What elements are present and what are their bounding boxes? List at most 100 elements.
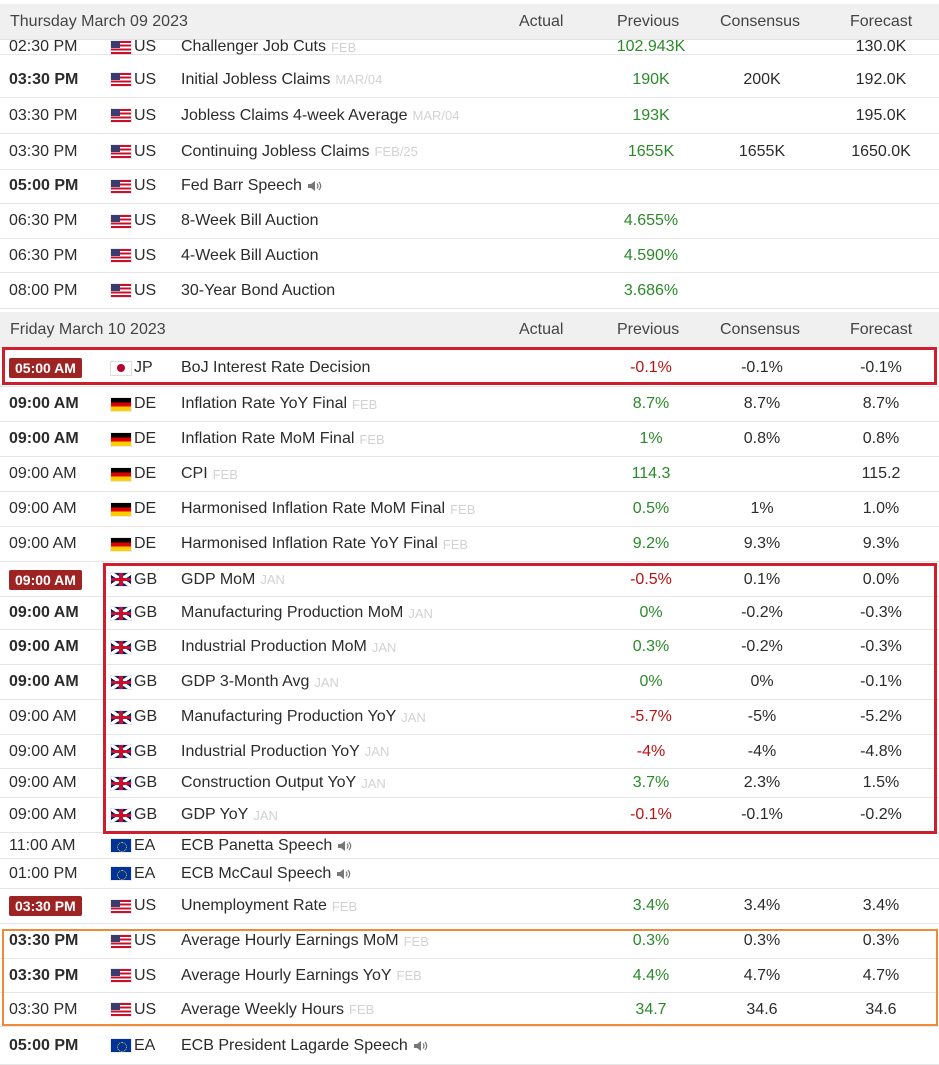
consensus-value: 0.3% — [743, 932, 781, 949]
event-row[interactable]: 09:00 AM DE Harmonised Inflation Rate MoM … — [0, 492, 939, 527]
flag-cell — [111, 350, 131, 386]
event-time-cell: 09:00 AM — [9, 597, 105, 629]
event-row[interactable]: 03:30 PM US Continuing Jobless Claims FEB/2… — [0, 134, 939, 170]
event-name-link[interactable]: Continuing Jobless Claims — [181, 142, 370, 160]
event-row[interactable]: 09:00 AM GB Manufacturing Production YoY JA… — [0, 700, 939, 735]
event-row[interactable]: 03:30 PM US Initial Jobless Claims MAR/04 19… — [0, 62, 939, 98]
event-name-link[interactable]: 8-Week Bill Auction — [181, 212, 319, 229]
event-row[interactable]: 08:00 PM US 30-Year Bond Auction 3.686% — [0, 273, 939, 309]
reference-period: JAN — [314, 674, 339, 690]
event-row[interactable]: 09:00 AM GB GDP YoY JAN -0.1% -0.1% -0.2% — [0, 798, 939, 833]
time-badge: 03:30 PM — [9, 896, 82, 916]
column-header-forecast[interactable]: Forecast — [850, 321, 913, 338]
flag-cell — [111, 700, 131, 734]
event-row[interactable]: 02:30 PM US Challenger Job Cuts FEB 102.943K… — [0, 38, 939, 55]
event-name-link[interactable]: Industrial Production MoM — [181, 638, 367, 655]
event-time-cell: 03:30 PM — [9, 98, 105, 133]
event-name-link[interactable]: Initial Jobless Claims — [181, 70, 331, 88]
previous-value: -5.7% — [630, 708, 672, 725]
column-header-consensus[interactable]: Consensus — [720, 321, 801, 338]
flag-ea-icon — [111, 867, 131, 880]
day-date: Friday March 10 2023 — [10, 321, 166, 338]
event-row[interactable]: 03:30 PM US Average Weekly Hours FEB 34.7 34.… — [0, 993, 939, 1027]
event-row[interactable]: 06:30 PM US 8-Week Bill Auction 4.655% — [0, 204, 939, 239]
previous-value: 102.943K — [616, 38, 686, 55]
event-name-link[interactable]: 30-Year Bond Auction — [181, 281, 336, 299]
event-name-link[interactable]: Industrial Production YoY — [181, 742, 360, 760]
event-time: 09:00 AM — [9, 742, 77, 760]
event-name-link[interactable]: GDP 3-Month Avg — [181, 673, 310, 690]
event-row[interactable]: 06:30 PM US 4-Week Bill Auction 4.590% — [0, 239, 939, 273]
event-name-link[interactable]: GDP MoM — [181, 570, 256, 588]
event-row[interactable]: 05:00 AM JP BoJ Interest Rate Decision -0.1… — [0, 350, 939, 387]
consensus-value — [706, 239, 818, 272]
forecast-value — [820, 273, 939, 308]
consensus-value — [706, 98, 818, 133]
flag-us-icon — [111, 40, 131, 54]
day-date: Thursday March 09 2023 — [10, 13, 188, 30]
forecast-value: 3.4% — [862, 897, 900, 914]
event-name-link[interactable]: Fed Barr Speech — [181, 177, 302, 194]
event-row[interactable]: 09:00 AM GB GDP MoM JAN -0.5% 0.1% 0.0% — [0, 563, 939, 597]
event-name-link[interactable]: Construction Output YoY — [181, 774, 357, 791]
consensus-value — [706, 859, 818, 888]
flag-cell — [111, 993, 131, 1026]
column-header-forecast[interactable]: Forecast — [850, 13, 913, 30]
event-name-link[interactable]: Inflation Rate YoY Final — [181, 395, 348, 412]
country-code: DE — [134, 430, 157, 447]
event-row[interactable]: 09:00 AM DE Inflation Rate MoM Final FEB 1% 0… — [0, 422, 939, 457]
column-header-actual[interactable]: Actual — [519, 13, 564, 30]
event-row[interactable]: 03:30 PM US Unemployment Rate FEB 3.4% 3.4% 3.… — [0, 889, 939, 924]
event-row[interactable]: 01:00 PM EA ECB McCaul Speech — [0, 859, 939, 889]
event-time: 03:30 PM — [9, 932, 79, 949]
event-name-link[interactable]: Challenger Job Cuts — [181, 38, 326, 55]
event-name-link[interactable]: GDP YoY — [181, 806, 249, 823]
event-name-link[interactable]: Inflation Rate MoM Final — [181, 430, 355, 447]
event-row[interactable]: 09:00 AM DE CPI FEB 114.3 115.2 — [0, 457, 939, 492]
event-name-link[interactable]: ECB President Lagarde Speech — [181, 1036, 408, 1054]
country-code: GB — [134, 708, 158, 725]
event-row[interactable]: 09:00 AM GB Construction Output YoY JAN 3.7%… — [0, 769, 939, 798]
country-code: US — [134, 897, 157, 914]
event-name-link[interactable]: 4-Week Bill Auction — [181, 246, 319, 264]
event-row[interactable]: 11:00 AM EA ECB Panetta Speech — [0, 833, 939, 859]
event-row[interactable]: 05:00 PM US Fed Barr Speech — [0, 169, 939, 204]
event-row[interactable]: 05:00 PM EA ECB President Lagarde Speech — [0, 1027, 939, 1065]
event-row[interactable]: 09:00 AM GB GDP 3-Month Avg JAN 0% 0% -0.1% — [0, 665, 939, 700]
event-name-link[interactable]: Manufacturing Production MoM — [181, 604, 404, 621]
event-name-link[interactable]: ECB McCaul Speech — [181, 864, 332, 882]
event-name-link[interactable]: Average Hourly Earnings MoM — [181, 932, 399, 949]
event-name-link[interactable]: Harmonised Inflation Rate MoM Final — [181, 500, 446, 517]
flag-cell — [111, 204, 131, 238]
event-name-link[interactable]: Average Weekly Hours — [181, 1000, 345, 1018]
event-time-cell: 05:00 AM — [9, 350, 105, 386]
event-name-link[interactable]: Unemployment Rate — [181, 897, 327, 914]
column-header-previous[interactable]: Previous — [617, 321, 680, 338]
consensus-value: 200K — [743, 70, 781, 88]
event-name-link[interactable]: CPI — [181, 465, 208, 482]
event-name-link[interactable]: Manufacturing Production YoY — [181, 708, 397, 725]
consensus-value — [706, 169, 818, 203]
column-header-consensus[interactable]: Consensus — [720, 13, 801, 30]
flag-us-icon — [111, 1003, 131, 1016]
flag-gb-icon — [111, 745, 131, 758]
event-name-link[interactable]: ECB Panetta Speech — [181, 836, 333, 854]
event-time: 09:00 AM — [9, 638, 79, 655]
country-code: DE — [134, 395, 157, 412]
country-code: GB — [134, 673, 158, 690]
event-row[interactable]: 09:00 AM GB Industrial Production MoM JAN 0.… — [0, 630, 939, 665]
event-row[interactable]: 03:30 PM US Jobless Claims 4-week Average M… — [0, 98, 939, 134]
event-row[interactable]: 03:30 PM US Average Hourly Earnings MoM FEB… — [0, 924, 939, 959]
event-row[interactable]: 09:00 AM DE Inflation Rate YoY Final FEB 8.7… — [0, 387, 939, 422]
event-name-link[interactable]: Harmonised Inflation Rate YoY Final — [181, 535, 438, 552]
column-header-actual[interactable]: Actual — [519, 321, 564, 338]
event-row[interactable]: 03:30 PM US Average Hourly Earnings YoY FEB… — [0, 959, 939, 993]
column-header-previous[interactable]: Previous — [617, 13, 680, 30]
event-name-link[interactable]: BoJ Interest Rate Decision — [181, 359, 371, 376]
event-row[interactable]: 09:00 AM GB Manufacturing Production MoM JA… — [0, 597, 939, 630]
event-name-link[interactable]: Average Hourly Earnings YoY — [181, 966, 392, 984]
event-name-link[interactable]: Jobless Claims 4-week Average — [181, 106, 408, 124]
flag-us-icon — [111, 934, 131, 948]
event-row[interactable]: 09:00 AM DE Harmonised Inflation Rate YoY … — [0, 527, 939, 562]
event-row[interactable]: 09:00 AM GB Industrial Production YoY JAN -4… — [0, 735, 939, 769]
